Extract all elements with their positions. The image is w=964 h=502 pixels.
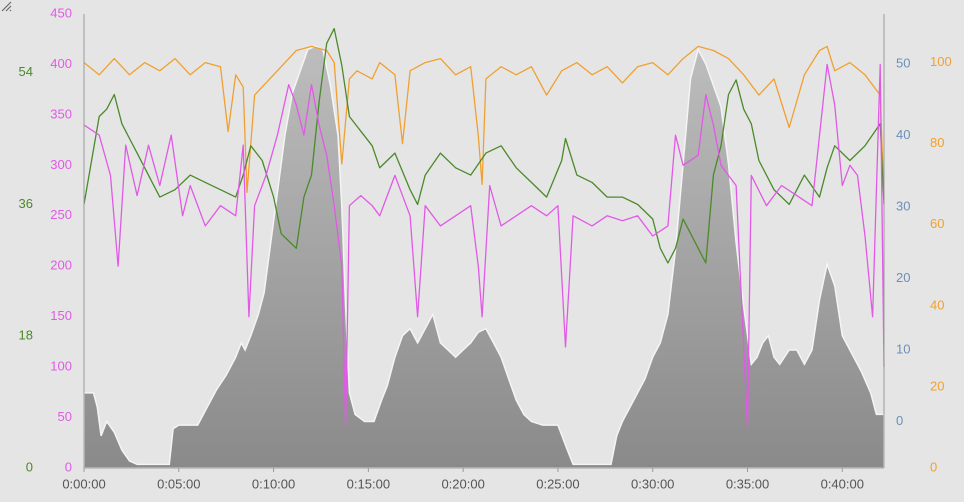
y-tick-magenta: 450 bbox=[50, 5, 72, 20]
y-tick-green: 0 bbox=[26, 459, 33, 474]
y-tick-orange: 100 bbox=[930, 54, 952, 69]
y-tick-magenta: 50 bbox=[58, 409, 72, 424]
x-tick-label: 0:10:00 bbox=[252, 476, 295, 491]
series-layer bbox=[83, 27, 885, 469]
y-tick-blue: 50 bbox=[896, 55, 910, 70]
y-tick-green: 54 bbox=[19, 64, 33, 79]
y-tick-orange: 80 bbox=[930, 135, 944, 150]
y-tick-magenta: 250 bbox=[50, 207, 72, 222]
y-tick-blue: 40 bbox=[896, 127, 910, 142]
y-tick-magenta: 0 bbox=[65, 459, 72, 474]
y-tick-blue: 20 bbox=[896, 270, 910, 285]
y-tick-blue: 30 bbox=[896, 198, 910, 213]
y-tick-orange: 40 bbox=[930, 297, 944, 312]
y-tick-orange: 60 bbox=[930, 216, 944, 231]
x-tick-label: 0:40:00 bbox=[821, 476, 864, 491]
axes-layer bbox=[83, 14, 885, 472]
y-tick-magenta: 300 bbox=[50, 157, 72, 172]
x-tick-label: 0:25:00 bbox=[536, 476, 579, 491]
y-tick-magenta: 350 bbox=[50, 106, 72, 121]
series-area-blue bbox=[83, 45, 885, 469]
tick-labels: 0501001502002503003504004500183654010203… bbox=[19, 5, 952, 491]
x-tick-label: 0:00:00 bbox=[62, 476, 105, 491]
resize-grip-icon[interactable] bbox=[0, 0, 12, 12]
x-tick-label: 0:35:00 bbox=[726, 476, 769, 491]
y-tick-green: 18 bbox=[19, 328, 33, 343]
x-tick-label: 0:20:00 bbox=[441, 476, 484, 491]
y-tick-orange: 0 bbox=[930, 459, 937, 474]
y-tick-magenta: 200 bbox=[50, 258, 72, 273]
y-tick-green: 36 bbox=[19, 196, 33, 211]
series-line-orange bbox=[83, 45, 885, 201]
y-tick-magenta: 100 bbox=[50, 359, 72, 374]
y-tick-orange: 20 bbox=[930, 378, 944, 393]
x-tick-label: 0:15:00 bbox=[347, 476, 390, 491]
series-line-green bbox=[83, 27, 885, 264]
y-tick-magenta: 150 bbox=[50, 308, 72, 323]
y-tick-blue: 10 bbox=[896, 341, 910, 356]
x-tick-label: 0:30:00 bbox=[631, 476, 674, 491]
y-tick-blue: 0 bbox=[896, 413, 903, 428]
series-line-magenta bbox=[83, 63, 885, 429]
x-tick-label: 0:05:00 bbox=[157, 476, 200, 491]
y-tick-magenta: 400 bbox=[50, 56, 72, 71]
